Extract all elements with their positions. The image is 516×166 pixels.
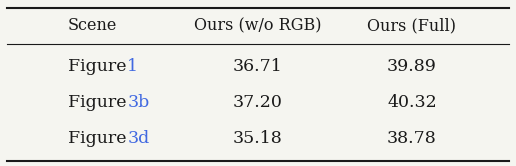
Text: Scene: Scene [68,17,118,34]
Text: 35.18: 35.18 [233,130,283,147]
Text: Ours (w/o RGB): Ours (w/o RGB) [194,17,322,34]
Text: Figure: Figure [68,130,132,147]
Text: 3d: 3d [127,130,149,147]
Text: 1: 1 [127,58,138,75]
Text: 38.78: 38.78 [387,130,437,147]
Text: 36.71: 36.71 [233,58,283,75]
Text: Ours (Full): Ours (Full) [367,17,457,34]
Text: 37.20: 37.20 [233,94,283,111]
Text: Figure: Figure [68,58,132,75]
Text: 39.89: 39.89 [387,58,437,75]
Text: 3b: 3b [127,94,149,111]
Text: 40.32: 40.32 [387,94,437,111]
Text: Figure: Figure [68,94,132,111]
